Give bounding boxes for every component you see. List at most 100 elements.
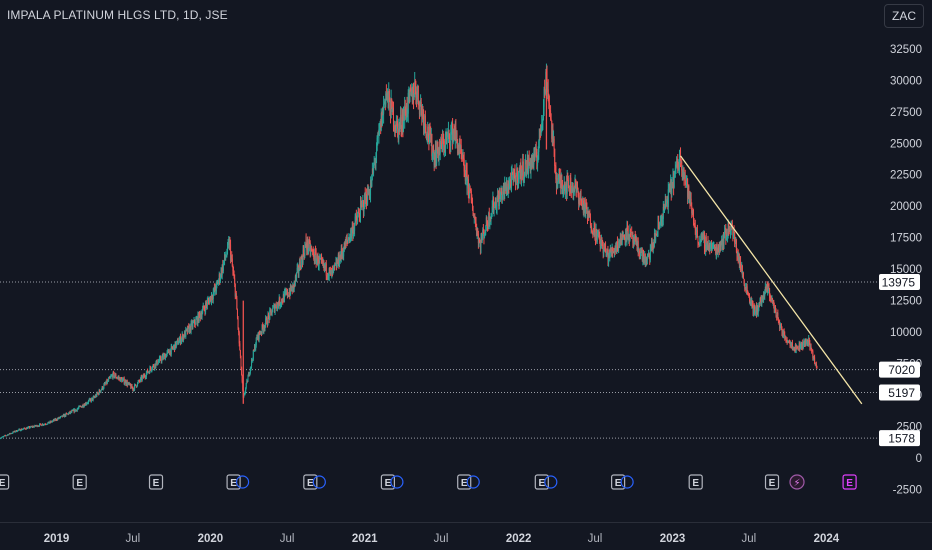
candle-body [586,207,588,214]
earnings-badge-text: E [692,478,699,489]
candle-body [499,192,501,198]
candle-body [636,239,638,249]
candle-body [661,219,663,224]
candle-body [584,200,586,214]
candle-body [126,381,128,385]
candle-body [796,346,798,348]
candle-body [745,287,747,292]
candle-body [663,205,665,211]
candle-body [528,158,530,172]
candle-body [315,252,317,264]
candle-body [580,195,582,200]
candle-body [617,248,619,250]
candle-body [364,193,366,203]
candle-body [2,436,4,438]
candle-body [228,240,230,248]
candle-body [236,298,238,310]
candle-body [355,216,357,220]
candle-body [715,247,717,256]
candle-body [370,182,372,187]
candle-body [737,254,739,261]
candle-body [527,157,529,172]
candle-body [198,313,200,323]
candle-body [85,402,87,405]
candle-body [699,241,701,243]
candle-body [678,167,680,169]
candle-body [717,250,719,253]
candle-body [551,120,553,139]
candle-body [626,225,628,238]
candle-body [740,268,742,271]
candle-body [199,314,201,319]
candle-body [210,296,212,302]
candle-body [163,355,165,359]
candle-body [662,206,664,219]
candle-body [594,226,596,239]
candle-body [670,179,672,191]
candle-body [268,314,270,316]
candle-body [301,257,303,258]
candle-body [704,248,706,250]
candle-body [294,276,296,283]
candle-body [442,137,444,151]
candle-body [453,130,455,134]
candle-body [404,105,406,120]
level-label-text: 5197 [888,386,915,400]
candle-body [755,306,757,314]
candle-body [70,411,72,413]
currency-button[interactable]: ZAC [884,4,924,28]
candle-body [0,437,2,439]
candle-body [205,302,207,312]
candle-body [458,148,460,151]
candle-body [367,188,369,195]
candle-body [63,414,65,417]
candle-body [293,281,295,289]
candle-body [84,404,86,406]
earnings-marker: E [72,474,87,490]
candle-body [435,147,437,164]
candle-body [73,409,75,413]
candle-body [341,248,343,255]
candle-body [126,381,128,386]
candle-body [738,256,740,261]
candle-body [542,116,544,121]
candle-body [757,306,759,313]
candle-body [799,343,801,349]
chart-title: IMPALA PLATINUM HLGS LTD, 1D, JSE [7,8,228,22]
candle-body [171,346,173,348]
candle-body [581,200,583,206]
earnings-marker: E [0,474,10,490]
candle-body [326,275,328,277]
candle-body [109,377,111,378]
candle-body [283,294,285,302]
candle-body [564,187,566,193]
candle-body [336,261,338,268]
candle-body [609,248,611,254]
candle-body [510,179,512,183]
candle-body [388,90,390,103]
candle-body [691,206,693,214]
candle-body [592,232,594,234]
candle-body [385,93,387,105]
candle-body [522,161,524,180]
candle-body [334,263,336,266]
candle-body [465,167,467,181]
price-tick-label: 17500 [890,233,922,245]
candle-body [201,312,203,318]
candle-body [682,167,684,173]
candle-body [307,249,309,251]
candle-body [121,378,123,382]
candle-body [288,292,290,297]
candle-body [372,168,374,173]
candle-body [120,377,122,382]
candle-body [706,244,708,251]
candle-body [738,256,740,266]
candle-body [316,260,318,264]
candle-body [5,435,7,437]
candle-body [605,251,607,257]
candle-body [11,433,13,434]
time-tick-label: 2021 [352,533,378,545]
candle-body [744,287,746,290]
candle-body [46,424,48,426]
